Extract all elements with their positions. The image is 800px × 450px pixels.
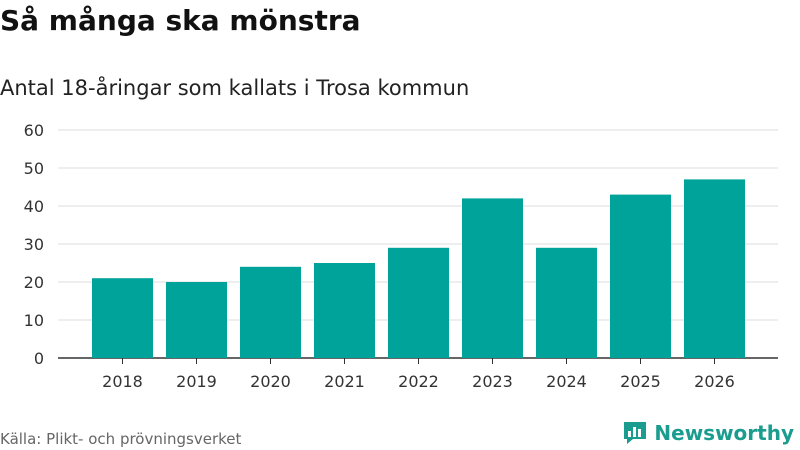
source-note: Källa: Plikt- och prövningsverket xyxy=(0,430,242,448)
y-tick-label: 40 xyxy=(24,197,44,216)
x-axis-ticks: 2018 2019 2020 2021 2022 2023 2024 2025 2026 xyxy=(102,358,735,391)
y-tick-label: 10 xyxy=(24,311,44,330)
y-tick-label: 60 xyxy=(24,121,44,140)
newsworthy-logo-icon xyxy=(624,422,647,444)
x-tick-label: 2021 xyxy=(324,372,365,391)
chart-title: Så många ska mönstra xyxy=(0,4,361,37)
y-tick-label: 50 xyxy=(24,159,44,178)
brand-logo: Newsworthy xyxy=(622,420,794,446)
bar-2023 xyxy=(462,198,523,358)
x-tick-label: 2022 xyxy=(398,372,439,391)
x-tick-label: 2025 xyxy=(620,372,661,391)
bar-2018 xyxy=(92,278,153,358)
bars xyxy=(92,179,745,358)
x-tick-label: 2020 xyxy=(250,372,291,391)
x-tick-label: 2024 xyxy=(546,372,587,391)
bar-2020 xyxy=(240,266,301,358)
bar-2024 xyxy=(536,247,597,358)
bar-2026 xyxy=(684,179,745,358)
x-tick-label: 2019 xyxy=(176,372,217,391)
y-tick-label: 30 xyxy=(24,235,44,254)
x-tick-label: 2026 xyxy=(694,372,735,391)
y-axis-ticks: 0 10 20 30 40 50 60 xyxy=(24,121,44,368)
brand-name: Newsworthy xyxy=(654,421,794,445)
y-tick-label: 0 xyxy=(34,349,44,368)
x-tick-label: 2018 xyxy=(102,372,143,391)
y-tick-label: 20 xyxy=(24,273,44,292)
bar-2021 xyxy=(314,263,375,358)
bar-2019 xyxy=(166,282,227,358)
bar-2022 xyxy=(388,247,449,358)
x-tick-label: 2023 xyxy=(472,372,513,391)
bar-2025 xyxy=(610,194,671,358)
chart-subtitle: Antal 18-åringar som kallats i Trosa kom… xyxy=(0,76,470,100)
